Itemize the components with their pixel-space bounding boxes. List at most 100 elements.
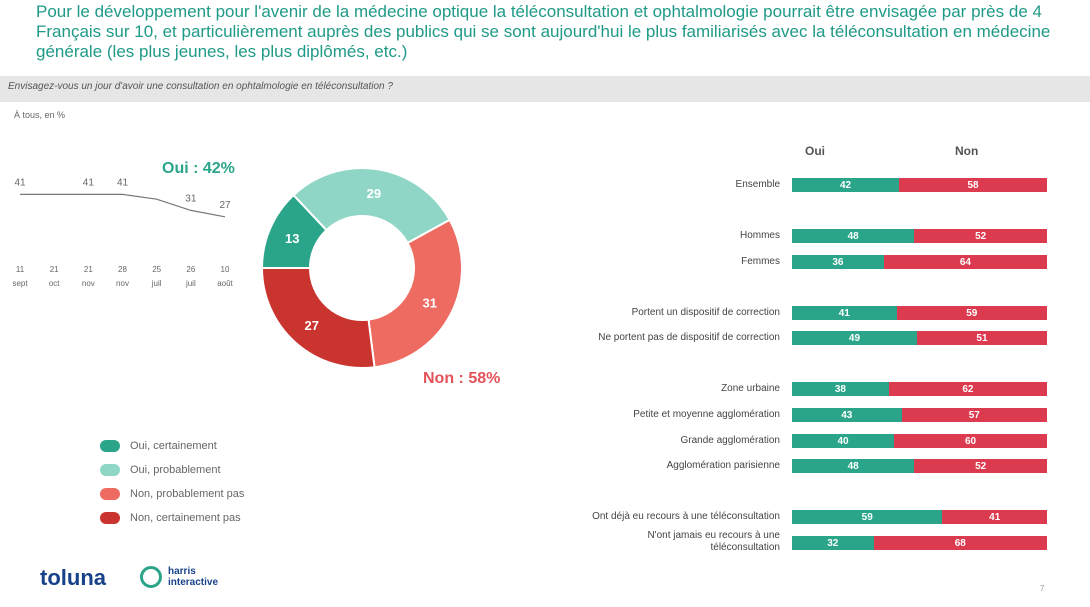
question-banner: Envisagez-vous un jour d'avoir une consu… (0, 76, 1090, 102)
stacked-bar: 32 68 (792, 536, 1047, 550)
donut-slice-label: 27 (305, 318, 319, 333)
bar-segment-non: 58 (899, 178, 1047, 192)
legend-swatch (100, 464, 120, 476)
trend-line (20, 193, 226, 218)
bar-segment-oui: 40 (792, 434, 894, 448)
bar-row-label: Ensemble (735, 179, 780, 190)
trend-x-tick-month: oct (49, 279, 60, 288)
trend-x-tick: 21 (50, 265, 59, 274)
bar-row-label: Ont déjà eu recours à une téléconsultati… (592, 511, 780, 522)
donut-slice-label: 13 (285, 231, 299, 246)
bar-segment-oui: 49 (792, 331, 917, 345)
bar-segment-non: 64 (883, 255, 1047, 269)
bar-segment-oui: 32 (792, 536, 874, 550)
bar-segment-non: 59 (896, 306, 1047, 320)
stacked-bar: 49 51 (792, 331, 1047, 345)
stacked-bar: 48 52 (792, 459, 1047, 473)
toluna-logo: toluna (40, 565, 106, 590)
legend-item-non-probablement-pas: Non, probablement pas (100, 482, 244, 506)
oui-total-label: Oui : 42% (162, 160, 235, 177)
bar-segment-oui: 48 (792, 229, 915, 243)
bar-segment-non: 57 (901, 408, 1047, 422)
column-header-non: Non (955, 144, 979, 158)
bar-segment-oui: 59 (792, 510, 943, 524)
legend-label: Oui, probablement (130, 464, 221, 476)
legend-label: Non, probablement pas (130, 488, 245, 500)
non-total-label: Non : 58% (423, 370, 501, 387)
bar-segment-oui: 36 (792, 255, 884, 269)
page-number: 7 (1040, 584, 1045, 593)
stacked-bar: 41 59 (792, 306, 1047, 320)
legend-swatch (100, 440, 120, 452)
stacked-bar: 38 62 (792, 382, 1047, 396)
bar-row-label: Grande agglomération (680, 435, 780, 446)
trend-x-tick-month: sept (12, 279, 28, 288)
legend-swatch (100, 488, 120, 500)
trend-point-label: 41 (83, 177, 95, 188)
harris-interactive-logo: harris interactive (140, 566, 218, 588)
trend-x-tick-month: juil (151, 279, 162, 288)
bar-segment-oui: 48 (792, 459, 915, 473)
legend-item-oui-probablement: Oui, probablement (100, 458, 244, 482)
legend-item-oui-certainement: Oui, certainement (100, 434, 244, 458)
donut-slice (260, 267, 376, 369)
donut-legend: Oui, certainement Oui, probablement Non,… (100, 434, 244, 530)
bar-segment-non: 62 (888, 382, 1047, 396)
bar-segment-oui: 41 (792, 306, 897, 320)
bar-segment-non: 52 (914, 459, 1047, 473)
trend-x-tick: 21 (84, 265, 93, 274)
trend-point-label: 41 (117, 177, 129, 188)
question-text: Envisagez-vous un jour d'avoir une consu… (8, 81, 393, 92)
bar-segment-non: 41 (942, 510, 1047, 524)
trend-x-tick: 11 (16, 265, 25, 274)
bar-segment-non: 60 (894, 434, 1047, 448)
column-header-oui: Oui (805, 144, 825, 158)
trend-point-label: 27 (219, 200, 231, 211)
legend-label: Non, certainement pas (130, 512, 241, 524)
stacked-bar: 43 57 (792, 408, 1047, 422)
trend-x-tick: 10 (221, 265, 230, 274)
trend-x-tick-month: juil (185, 279, 196, 288)
bar-row-label: Hommes (739, 230, 780, 241)
bar-segment-non: 51 (916, 331, 1047, 345)
legend-label: Oui, certainement (130, 440, 217, 452)
bar-row-label: N'ont jamais eu recours à une téléconsul… (647, 530, 780, 553)
trend-point-label: 41 (14, 177, 26, 188)
stacked-bar: 40 60 (792, 434, 1047, 448)
harris-text: harris interactive (168, 566, 218, 588)
bar-row-label: Petite et moyenne agglomération (633, 409, 780, 420)
harris-line2: interactive (168, 577, 219, 588)
bar-segment-oui: 43 (792, 408, 902, 422)
bar-row-label: Zone urbaine (721, 383, 780, 394)
legend-swatch (100, 512, 120, 524)
donut-slice (292, 167, 451, 245)
trend-x-tick-month: nov (82, 279, 95, 288)
stacked-bar: 59 41 (792, 510, 1047, 524)
bar-row-label: Ne portent pas de dispositif de correcti… (598, 332, 780, 343)
stacked-bar: 48 52 (792, 229, 1047, 243)
donut-slice-label: 29 (367, 186, 381, 201)
harris-ring-icon (140, 566, 162, 588)
base-note: À tous, en % (14, 110, 66, 120)
trend-x-tick-month: nov (116, 279, 129, 288)
bar-row-label: Agglomération parisienne (666, 460, 780, 471)
bar-segment-oui: 38 (792, 382, 889, 396)
harris-line1: harris (168, 566, 196, 577)
bar-segment-non: 68 (873, 536, 1047, 550)
bar-row-label: Portent un dispositif de correction (631, 307, 780, 318)
donut-slice (367, 218, 463, 369)
trend-x-tick: 25 (152, 265, 161, 274)
legend-item-non-certainement-pas: Non, certainement pas (100, 506, 244, 530)
trend-x-tick-month: août (217, 279, 233, 288)
trend-x-tick: 26 (186, 265, 195, 274)
donut-slice-label: 31 (422, 296, 436, 311)
trend-x-tick: 28 (118, 265, 127, 274)
page-title: Pour le développement pour l'avenir de l… (36, 2, 1051, 61)
bar-segment-non: 52 (914, 229, 1047, 243)
bar-row-label: Femmes (741, 256, 780, 267)
trend-point-label: 31 (185, 193, 197, 204)
bar-segment-oui: 42 (792, 178, 900, 192)
stacked-bar: 36 64 (792, 255, 1047, 269)
stacked-bar: 42 58 (792, 178, 1047, 192)
